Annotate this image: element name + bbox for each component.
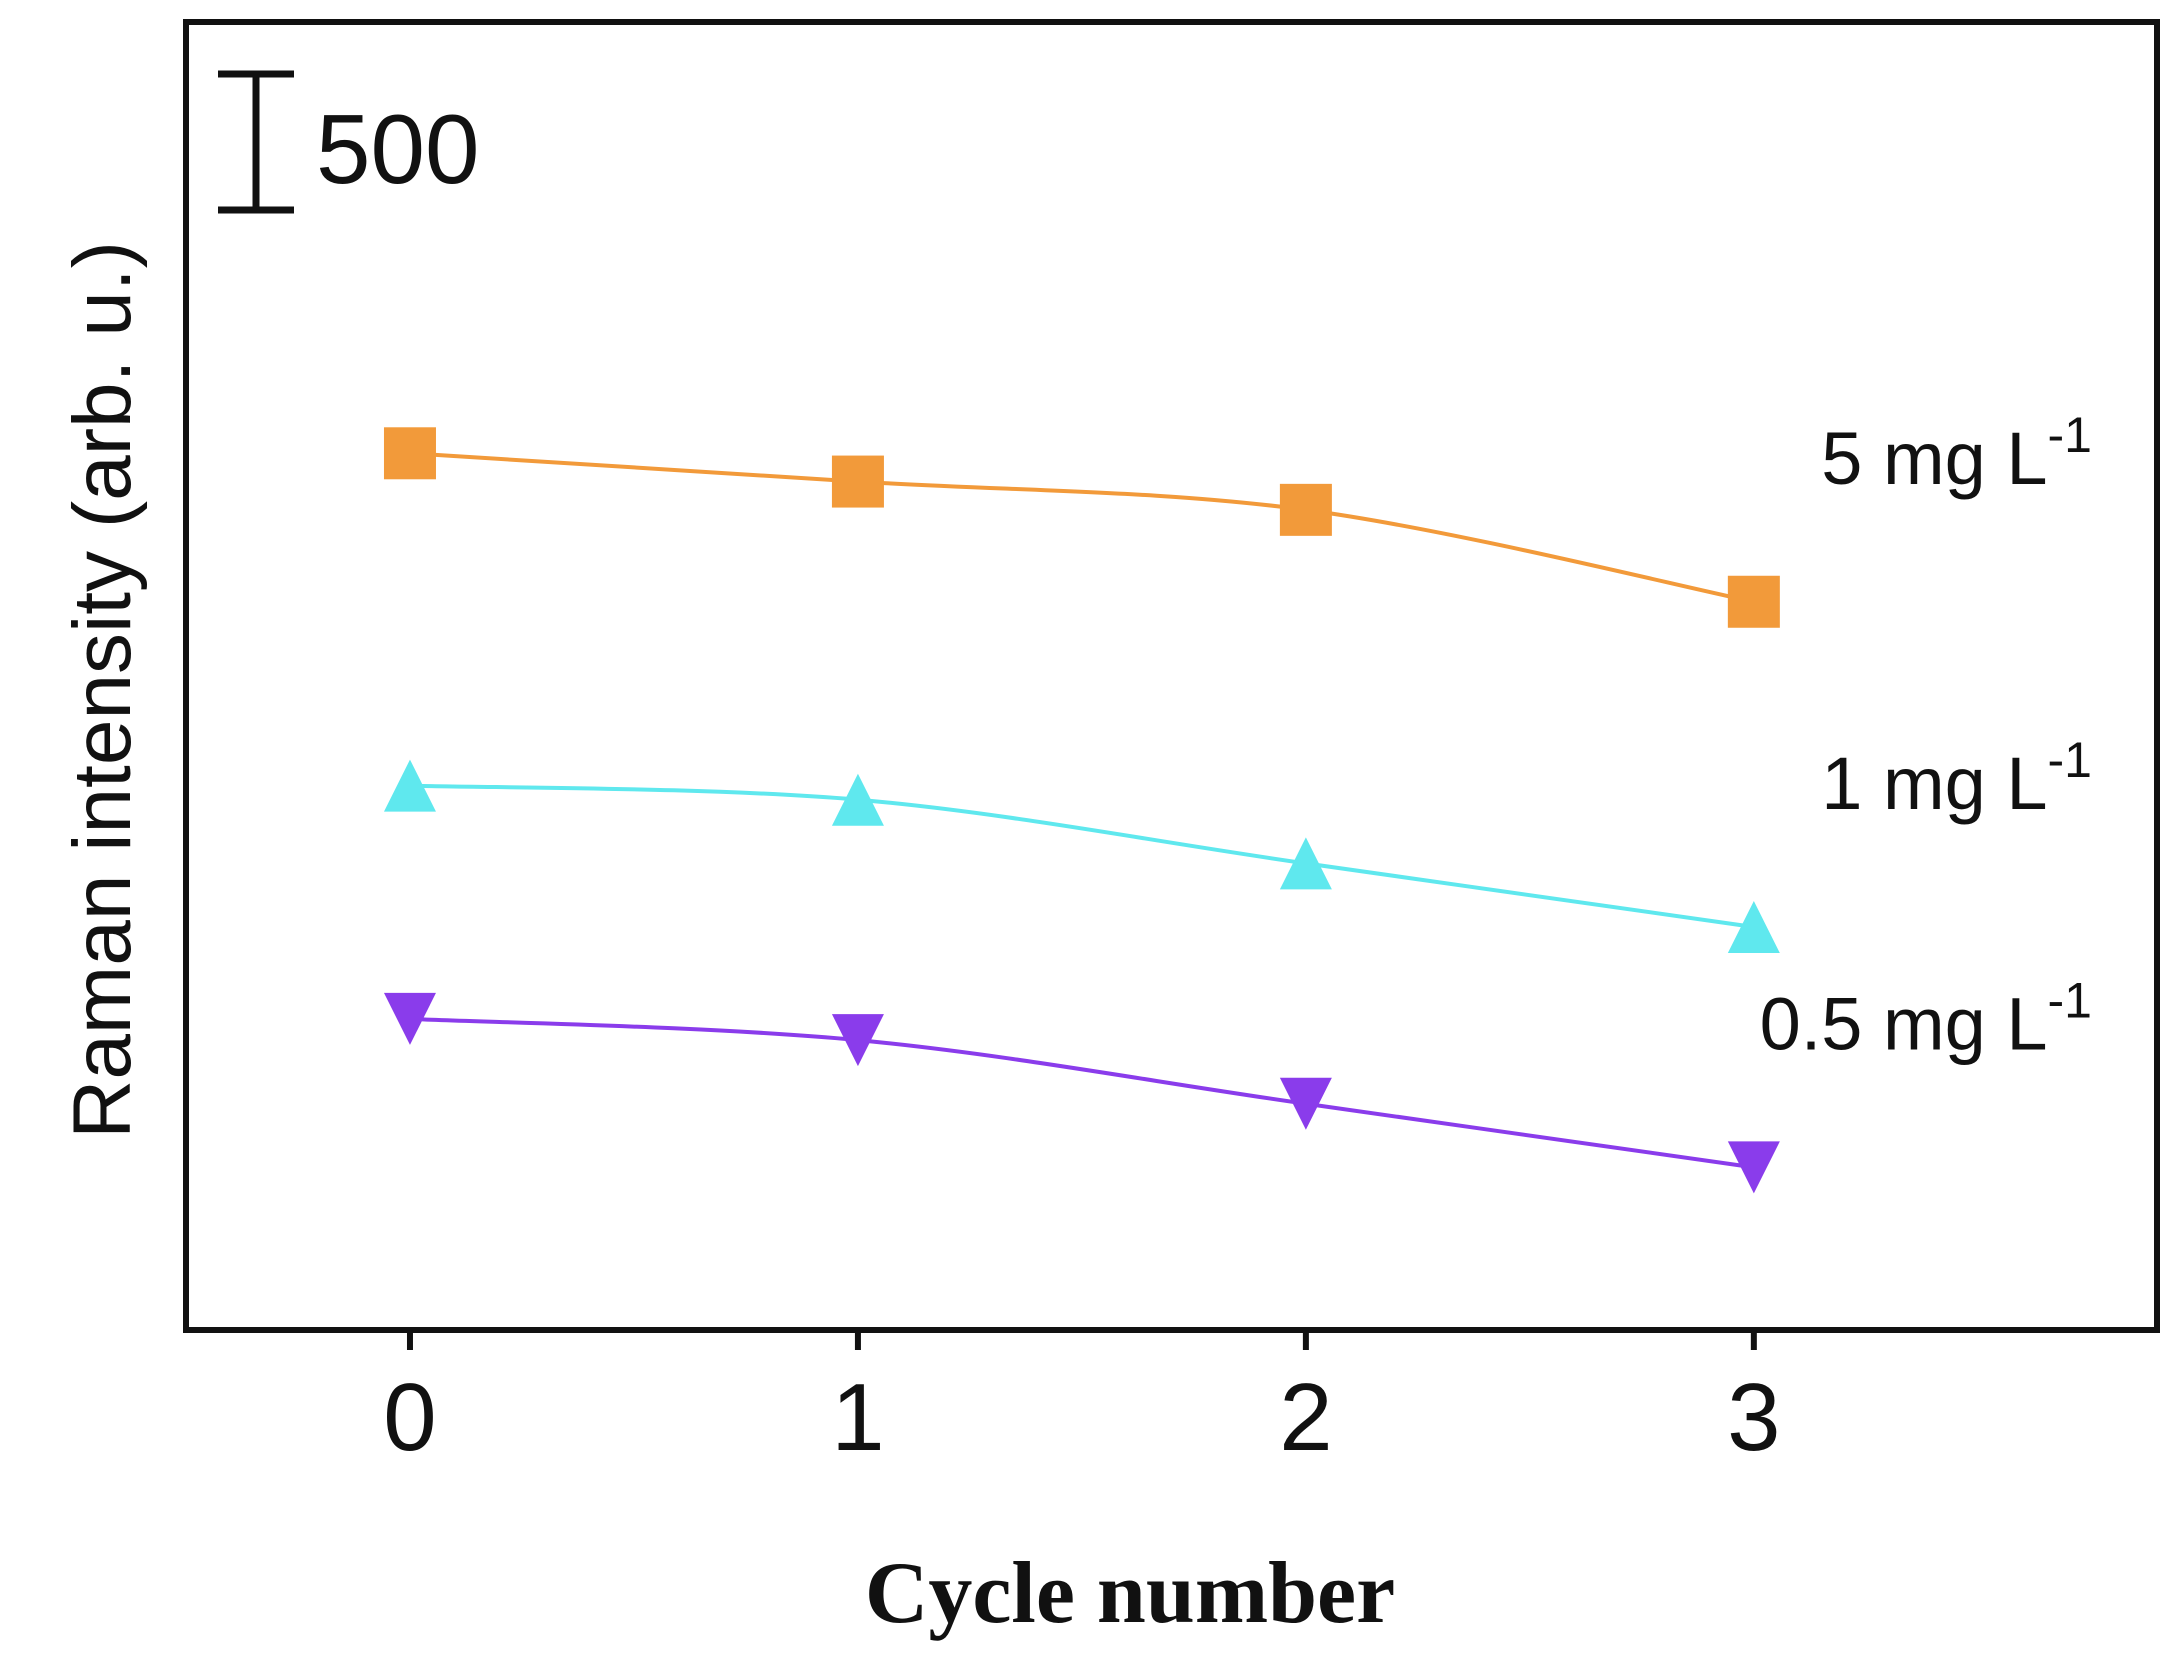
series-label-superscript: -1	[2048, 732, 2092, 788]
data-point-triangle-up	[831, 773, 884, 826]
series-label-text: 0.5 mg L	[1760, 982, 2048, 1065]
x-tick-label: 3	[1727, 1364, 1780, 1471]
x-axis-label: Cycle number	[865, 1545, 1395, 1642]
series-labels: 5 mg L-11 mg L-10.5 mg L-1	[1760, 407, 2092, 1066]
data-point-triangle-up	[383, 759, 436, 812]
series-line	[409, 783, 1755, 929]
x-tick-label: 1	[831, 1364, 884, 1471]
x-axis-ticks: 0 1 2 3	[383, 1330, 1781, 1471]
x-tick-label: 2	[1279, 1364, 1332, 1471]
series-label-superscript: -1	[2048, 407, 2092, 463]
series-2	[383, 759, 1780, 953]
series-label: 0.5 mg L-1	[1760, 972, 2092, 1065]
data-point-triangle-down	[831, 1014, 884, 1067]
series-label-text: 1 mg L	[1821, 742, 2047, 825]
plot-frame	[183, 19, 2160, 1333]
data-point-square	[1279, 483, 1332, 536]
series-label-text: 5 mg L	[1821, 417, 2047, 500]
series-line	[409, 451, 1755, 604]
series-label-superscript: -1	[2048, 972, 2092, 1028]
x-tick-label: 0	[383, 1364, 436, 1471]
data-point-square	[1727, 575, 1780, 628]
series-line	[409, 1016, 1755, 1170]
data-point-triangle-up	[1727, 900, 1780, 953]
data-point-square	[383, 427, 436, 480]
series-1	[383, 427, 1780, 628]
series-label: 1 mg L-1	[1821, 732, 2092, 825]
series-3	[383, 992, 1780, 1194]
data-point-triangle-down	[383, 992, 436, 1045]
data-point-triangle-up	[1279, 837, 1332, 890]
data-point-triangle-down	[1727, 1141, 1780, 1194]
y-axis-label: Raman intensity (arb. u.)	[57, 241, 148, 1139]
series-label: 5 mg L-1	[1821, 407, 2092, 500]
scale-bar	[218, 70, 294, 214]
scale-bar-label: 500	[316, 94, 480, 204]
series-layer	[383, 427, 1780, 1194]
data-point-triangle-down	[1279, 1077, 1332, 1130]
data-point-square	[831, 455, 884, 508]
